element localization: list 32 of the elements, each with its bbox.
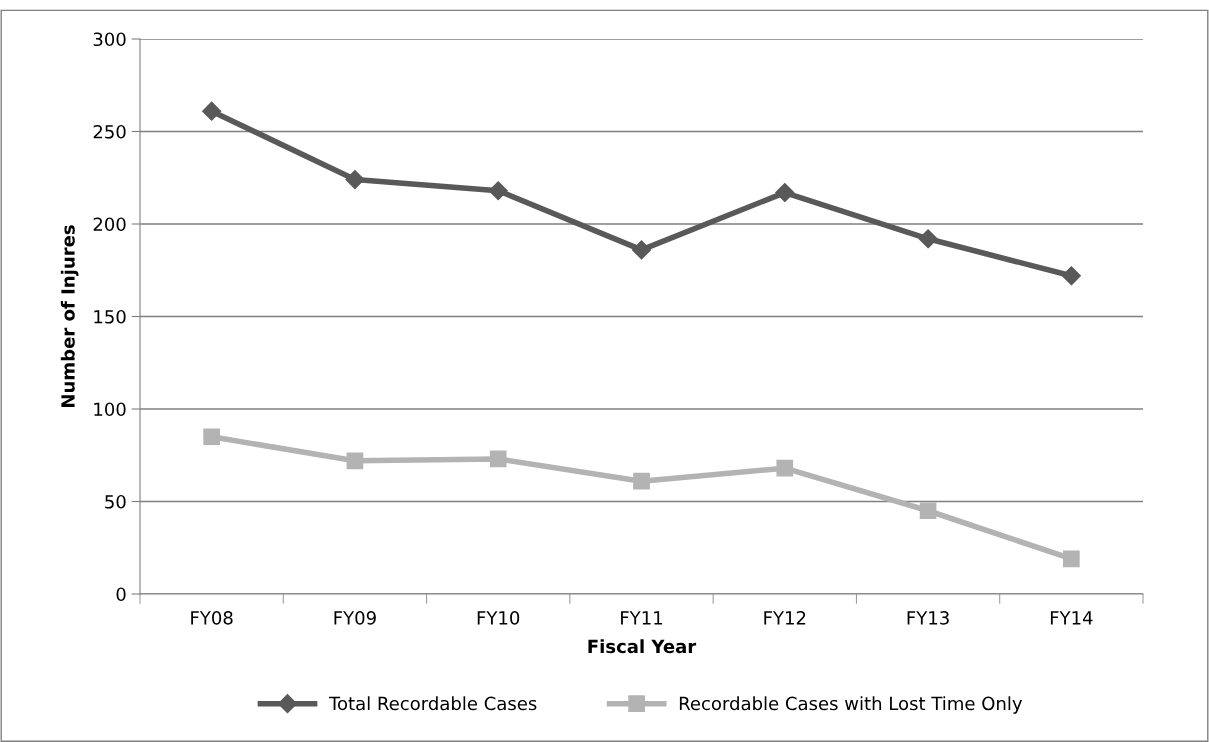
point bbox=[489, 450, 507, 468]
point bbox=[919, 502, 937, 520]
x-tick-label: FY11 bbox=[621, 611, 663, 625]
y-axis-title: Number of Injures bbox=[60, 225, 79, 407]
y-tick-label: 200 bbox=[93, 217, 126, 232]
point bbox=[1061, 266, 1081, 286]
y-tick-label: 0 bbox=[116, 587, 126, 602]
x-tick-label: FY08 bbox=[191, 610, 233, 625]
point bbox=[775, 183, 795, 203]
y-tick-label: 250 bbox=[93, 124, 126, 139]
y-tick-label: 300 bbox=[93, 32, 126, 47]
y-tick-label: 100 bbox=[94, 402, 126, 417]
point bbox=[776, 459, 794, 477]
y-tick-label: 150 bbox=[94, 309, 126, 324]
x-tick-label: FY09 bbox=[334, 610, 376, 625]
point bbox=[346, 452, 364, 470]
legend-label: Recordable Cases with Lost Time Only bbox=[679, 696, 1023, 714]
point bbox=[202, 101, 222, 121]
point bbox=[918, 229, 938, 249]
point bbox=[488, 181, 508, 201]
x-tick-label: FY12 bbox=[764, 610, 806, 625]
point bbox=[1063, 550, 1080, 568]
point bbox=[633, 472, 650, 490]
point bbox=[631, 240, 652, 260]
point bbox=[203, 428, 220, 446]
x-axis-title: Fiscal Year bbox=[588, 639, 697, 654]
point bbox=[345, 170, 365, 190]
x-tick-label: FY14 bbox=[1050, 611, 1093, 625]
legend-label: Total Recordable Cases bbox=[328, 696, 537, 711]
x-tick-label: FY10 bbox=[477, 610, 520, 625]
x-tick-label: FY13 bbox=[907, 610, 949, 625]
y-tick-label: 50 bbox=[105, 494, 126, 509]
